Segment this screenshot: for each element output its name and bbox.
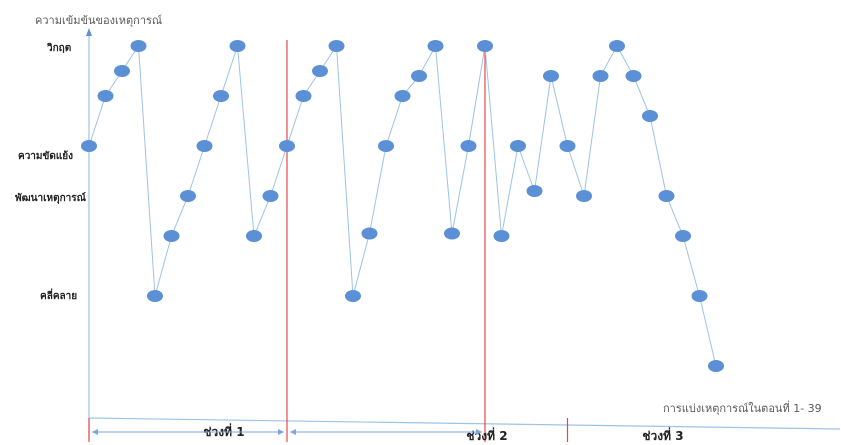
- data-point-19: [378, 140, 394, 152]
- data-point-13: [279, 140, 295, 152]
- data-point-31: [576, 190, 592, 202]
- data-point-16: [329, 40, 345, 52]
- data-point-38: [692, 290, 708, 302]
- data-point-23: [444, 228, 460, 240]
- y-level-label-development: พัฒนาเหตุการณ์: [15, 192, 87, 204]
- data-point-22: [428, 40, 444, 52]
- plot-area: [81, 40, 724, 372]
- data-point-11: [246, 230, 262, 242]
- data-point-18: [362, 228, 378, 240]
- data-point-7: [180, 190, 196, 202]
- data-point-12: [263, 190, 279, 202]
- y-axis-arrow-icon: [86, 28, 92, 36]
- data-point-2: [98, 90, 114, 102]
- data-point-26: [494, 230, 510, 242]
- data-point-1: [81, 140, 97, 152]
- y-axis-title: ความเข้มข้นของเหตุการณ์: [35, 14, 162, 27]
- dividers: [89, 40, 568, 442]
- segment-label-3: ช่วงที่ 3: [642, 427, 683, 443]
- data-point-32: [593, 70, 609, 82]
- data-point-30: [560, 140, 576, 152]
- x-axis-title: การแบ่งเหตุการณ์ในตอนที่ 1- 39: [663, 400, 822, 415]
- segment-arrow-left-icon: [290, 429, 296, 435]
- data-point-10: [230, 40, 246, 52]
- axes: ความเข้มข้นของเหตุการณ์ การแบ่งเหตุการณ์…: [15, 14, 840, 440]
- segment-label-1: ช่วงที่ 1: [203, 423, 244, 439]
- data-point-27: [510, 140, 526, 152]
- y-level-label-resolution: คลี่คลาย: [40, 288, 77, 302]
- data-point-4: [131, 40, 147, 52]
- data-point-17: [345, 290, 361, 302]
- segment-arrow-right-icon: [278, 429, 284, 435]
- data-point-33: [609, 40, 625, 52]
- data-point-28: [527, 185, 543, 197]
- data-point-9: [213, 90, 229, 102]
- data-point-6: [164, 230, 180, 242]
- data-point-35: [642, 110, 658, 122]
- data-point-20: [395, 90, 411, 102]
- segment-arrow-left-icon: [92, 429, 98, 435]
- data-point-5: [147, 290, 163, 302]
- data-point-15: [312, 65, 328, 77]
- data-point-24: [461, 140, 477, 152]
- data-point-3: [114, 65, 130, 77]
- data-point-21: [411, 70, 427, 82]
- data-point-25: [477, 40, 493, 52]
- x-axis: [89, 418, 840, 429]
- y-level-label-conflict: ความขัดแย้ง: [18, 150, 73, 162]
- segment-label-2: ช่วงที่ 2: [466, 427, 507, 443]
- data-point-14: [296, 90, 312, 102]
- data-point-36: [659, 190, 675, 202]
- data-point-8: [197, 140, 213, 152]
- data-point-29: [543, 70, 559, 82]
- data-point-39: [708, 360, 724, 372]
- data-point-34: [626, 70, 642, 82]
- y-level-label-crisis: วิกฤต: [47, 42, 72, 54]
- data-point-37: [675, 230, 691, 242]
